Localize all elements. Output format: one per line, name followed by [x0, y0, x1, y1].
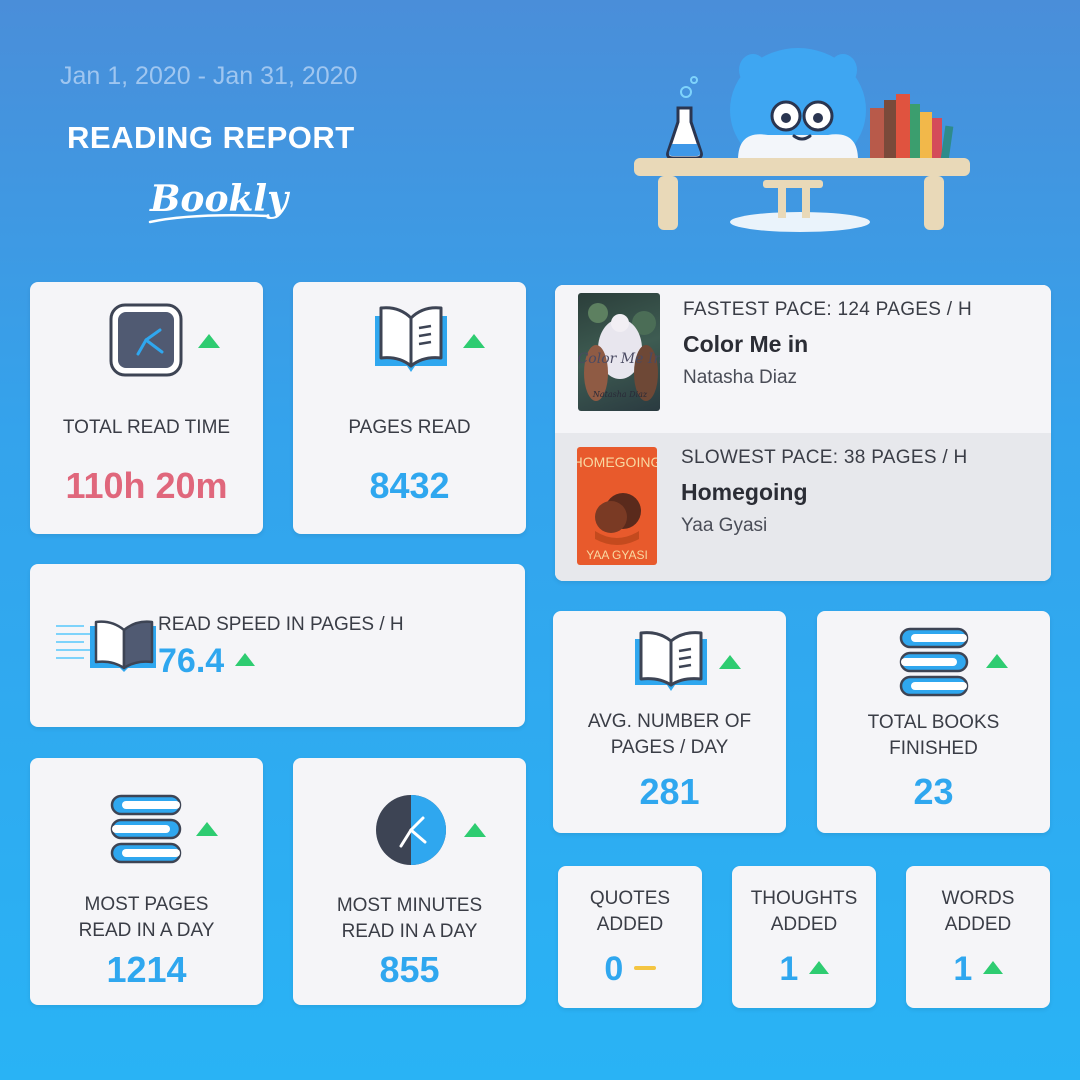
mascot-illustration	[634, 48, 970, 232]
thoughts-value: 1	[779, 950, 799, 988]
card-read-speed: READ SPEED IN PAGES / H 76.4	[30, 564, 525, 727]
card-words-added: WORDS ADDED 1	[906, 866, 1050, 1008]
read-speed-value: 76.4	[158, 642, 225, 680]
card-avg-pages-day: AVG. NUMBER OF PAGES / DAY 281	[553, 611, 786, 833]
card-pages-read: PAGES READ 8432	[293, 282, 526, 534]
fastest-pace-row[interactable]: Color Me In Natasha Diaz FASTEST PACE: 1…	[555, 285, 1051, 433]
quotes-label: QUOTES ADDED	[589, 888, 671, 935]
most-pages-value: 1214	[106, 949, 187, 990]
book-stack-icon	[899, 627, 969, 697]
card-most-minutes-day: MOST MINUTES READ IN A DAY 855	[293, 758, 526, 1005]
trend-up-icon	[463, 334, 485, 348]
open-book-icon	[375, 306, 447, 372]
slowest-book-author: Yaa Gyasi	[681, 515, 768, 536]
date-range: Jan 1, 2020 - Jan 31, 2020	[60, 62, 358, 90]
trend-up-icon	[196, 822, 218, 836]
most-minutes-label: MOST MINUTES READ IN A DAY	[336, 895, 483, 942]
book-stack-icon	[110, 794, 182, 864]
pages-read-value: 8432	[369, 465, 450, 506]
cover-title-text: HOMEGOING	[577, 454, 657, 470]
thoughts-label: THOUGHTS ADDED	[750, 888, 858, 935]
card-most-pages-day: MOST PAGES READ IN A DAY 1214	[30, 758, 263, 1005]
fastest-book-author: Natasha Diaz	[683, 367, 798, 388]
total-read-time-label: TOTAL READ TIME	[62, 417, 231, 438]
words-label: WORDS ADDED	[941, 888, 1015, 935]
total-read-time-value: 110h 20m	[65, 465, 228, 506]
slowest-pace-label: SLOWEST PACE: 38 PAGES / H	[681, 447, 968, 468]
total-books-value: 23	[913, 771, 954, 812]
read-speed-label: READ SPEED IN PAGES / H	[158, 614, 404, 635]
open-book-icon	[635, 631, 707, 691]
total-books-label: TOTAL BOOKS FINISHED	[867, 712, 1000, 759]
trend-up-icon	[986, 654, 1008, 668]
cover-author-text: Natasha Diaz	[592, 390, 648, 399]
card-pace: Color Me In Natasha Diaz FASTEST PACE: 1…	[555, 285, 1051, 581]
cover-title-text: Color Me In	[578, 351, 660, 367]
slowest-pace-row[interactable]: HOMEGOING YAA GYASI SLOWEST PACE: 38 PAG…	[555, 433, 1051, 581]
card-total-read-time: TOTAL READ TIME 110h 20m	[30, 282, 263, 534]
open-book-icon	[56, 620, 156, 672]
trend-up-icon	[982, 961, 1003, 974]
fastest-book-cover: Color Me In Natasha Diaz	[578, 293, 660, 411]
logo-underline	[148, 214, 270, 224]
trend-up-icon	[198, 334, 220, 348]
avg-pages-label: AVG. NUMBER OF PAGES / DAY	[587, 711, 752, 758]
cover-author-text: YAA GYASI	[586, 548, 648, 562]
trend-up-icon	[719, 655, 741, 669]
card-total-books: TOTAL BOOKS FINISHED 23	[817, 611, 1050, 833]
most-pages-label: MOST PAGES READ IN A DAY	[78, 894, 215, 941]
clock-icon	[109, 303, 183, 377]
quotes-value: 0	[604, 950, 624, 988]
trend-up-icon	[234, 653, 255, 666]
slowest-book-cover: HOMEGOING YAA GYASI	[577, 447, 657, 565]
report-title: READING REPORT	[67, 120, 355, 155]
avg-pages-value: 281	[639, 771, 700, 812]
trend-up-icon	[808, 961, 829, 974]
trend-flat-icon	[633, 966, 656, 970]
most-minutes-value: 855	[379, 949, 440, 990]
words-value: 1	[953, 950, 973, 988]
fastest-pace-label: FASTEST PACE: 124 PAGES / H	[683, 299, 972, 320]
fastest-book-title: Color Me in	[683, 331, 809, 357]
slowest-book-title: Homegoing	[681, 479, 808, 505]
pie-clock-icon	[376, 795, 446, 865]
brand-logo: Bookly	[150, 178, 288, 220]
pages-read-label: PAGES READ	[348, 417, 471, 438]
card-quotes-added: QUOTES ADDED 0	[558, 866, 702, 1008]
card-thoughts-added: THOUGHTS ADDED 1	[732, 866, 876, 1008]
trend-up-icon	[464, 823, 486, 837]
